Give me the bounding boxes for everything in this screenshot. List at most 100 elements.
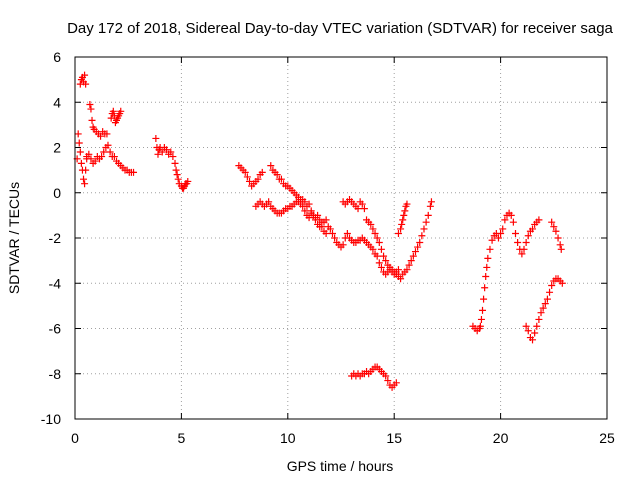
- data-point: [409, 252, 417, 260]
- data-point: [82, 80, 90, 88]
- x-tick-label: 15: [386, 430, 402, 446]
- data-point: [173, 171, 181, 179]
- data-point: [163, 146, 171, 154]
- data-point: [550, 223, 558, 231]
- data-point: [98, 153, 106, 161]
- data-point: [427, 198, 435, 206]
- data-point: [360, 205, 368, 213]
- data-point: [557, 245, 565, 253]
- y-tick-label: -8: [49, 366, 62, 382]
- data-point: [422, 218, 430, 226]
- data-point: [548, 282, 556, 290]
- data-point: [75, 139, 83, 147]
- data-point: [91, 157, 99, 165]
- data-point: [484, 254, 492, 262]
- x-tick-label: 10: [280, 430, 296, 446]
- data-series-seg16: [469, 209, 543, 335]
- data-point: [301, 198, 309, 206]
- data-point: [407, 257, 415, 265]
- data-point: [380, 252, 388, 260]
- data-point: [331, 234, 339, 242]
- data-point: [397, 275, 405, 283]
- data-point: [245, 177, 253, 185]
- data-point: [477, 315, 485, 323]
- data-point: [497, 229, 505, 237]
- data-point: [541, 300, 549, 308]
- data-point: [103, 130, 111, 138]
- data-point: [481, 284, 489, 292]
- data-point: [518, 250, 526, 258]
- data-point: [373, 252, 381, 260]
- data-point: [524, 232, 532, 240]
- data-point: [172, 166, 180, 174]
- data-point: [522, 239, 530, 247]
- data-point: [400, 211, 408, 219]
- data-point: [267, 162, 275, 170]
- data-point: [358, 200, 366, 208]
- data-point: [529, 225, 537, 233]
- data-point: [420, 225, 428, 233]
- data-point: [418, 232, 426, 240]
- data-series-seg6: [152, 134, 192, 192]
- data-series-seg11: [339, 196, 368, 213]
- data-point: [258, 168, 266, 176]
- data-point: [401, 207, 409, 215]
- data-point: [511, 229, 519, 237]
- data-series-seg15: [348, 363, 400, 391]
- data-point: [371, 229, 379, 237]
- data-point: [535, 216, 543, 224]
- data-point: [369, 225, 377, 233]
- data-point: [501, 216, 509, 224]
- data-point: [392, 379, 400, 387]
- data-point: [480, 295, 488, 303]
- data-series-seg14: [394, 200, 411, 237]
- data-point: [398, 220, 406, 228]
- data-point: [82, 166, 90, 174]
- data-point: [85, 150, 93, 158]
- data-point: [539, 304, 547, 312]
- data-point: [483, 263, 491, 271]
- data-series-seg17: [522, 275, 566, 344]
- data-point: [322, 229, 330, 237]
- y-tick-label: 2: [53, 140, 61, 156]
- data-series-seg18: [548, 218, 565, 253]
- y-tick-label: -2: [49, 230, 62, 246]
- y-tick-label: -10: [41, 411, 61, 427]
- data-point: [543, 295, 551, 303]
- data-point: [548, 218, 556, 226]
- y-axis-label: SDTVAR / TECUs: [6, 182, 22, 294]
- y-tick-label: -6: [49, 321, 62, 337]
- data-point: [86, 101, 94, 109]
- data-series-seg3: [83, 141, 138, 176]
- data-point: [486, 245, 494, 253]
- data-point: [531, 329, 539, 337]
- data-point: [326, 225, 334, 233]
- data-point: [301, 207, 309, 215]
- data-point: [305, 200, 313, 208]
- data-point: [375, 239, 383, 247]
- data-series-seg13: [363, 198, 435, 283]
- data-point: [411, 248, 419, 256]
- data-point: [375, 259, 383, 267]
- data-point: [167, 148, 175, 156]
- data-point: [104, 141, 112, 149]
- data-point: [265, 198, 273, 206]
- data-point: [494, 234, 502, 242]
- y-tick-label: 0: [53, 185, 61, 201]
- data-point: [529, 336, 537, 344]
- x-tick-label: 20: [493, 430, 509, 446]
- data-point: [520, 245, 528, 253]
- data-point: [524, 327, 532, 335]
- chart-title: Day 172 of 2018, Sidereal Day-to-day VTE…: [67, 20, 613, 37]
- data-point: [382, 257, 390, 265]
- data-point: [546, 288, 554, 296]
- data-point: [354, 205, 362, 213]
- data-point: [509, 218, 517, 226]
- data-point: [426, 202, 434, 210]
- data-point: [314, 211, 322, 219]
- data-point: [80, 175, 88, 183]
- data-point: [552, 227, 560, 235]
- data-point: [397, 225, 405, 233]
